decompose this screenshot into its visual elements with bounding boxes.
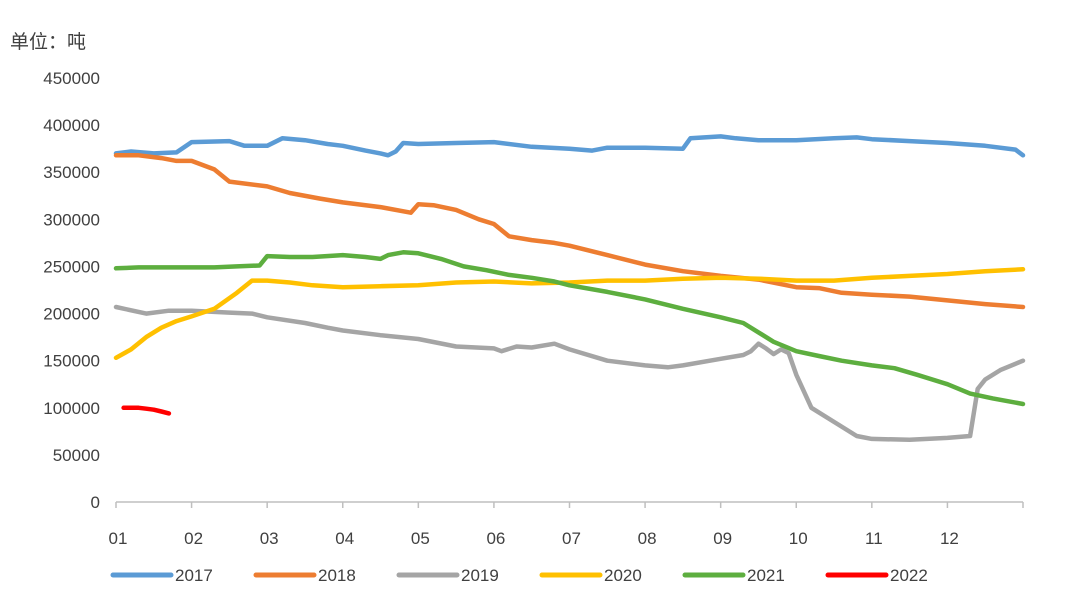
legend-label: 2022 bbox=[890, 566, 928, 585]
x-axis-tick-labels: 01 02 03 04 05 06 07 08 09 10 11 12 bbox=[109, 529, 959, 548]
x-tick-label: 10 bbox=[789, 529, 808, 548]
x-tick-label: 02 bbox=[184, 529, 203, 548]
series-lines bbox=[113, 134, 1026, 443]
legend: 2017 2018 2019 2020 2021 2022 bbox=[110, 566, 928, 585]
y-axis-tick-labels: 0 50000 100000 150000 200000 250000 300000 3500… bbox=[43, 69, 100, 512]
series-line-2018 bbox=[113, 153, 1026, 310]
legend-item-2021: 2021 bbox=[682, 566, 785, 585]
legend-item-2019: 2019 bbox=[396, 566, 499, 585]
y-tick-label: 100000 bbox=[43, 399, 100, 418]
legend-label: 2017 bbox=[175, 566, 213, 585]
x-tick-label: 04 bbox=[335, 529, 354, 548]
x-tick-label: 01 bbox=[109, 529, 128, 548]
y-tick-label: 300000 bbox=[43, 210, 100, 229]
series-line-2021 bbox=[113, 250, 1026, 407]
legend-item-2018: 2018 bbox=[253, 566, 356, 585]
y-tick-label: 250000 bbox=[43, 257, 100, 276]
x-tick-label: 03 bbox=[260, 529, 279, 548]
x-tick-label: 06 bbox=[486, 529, 505, 548]
legend-label: 2021 bbox=[747, 566, 785, 585]
y-tick-label: 400000 bbox=[43, 116, 100, 135]
legend-item-2017: 2017 bbox=[110, 566, 213, 585]
x-tick-label: 08 bbox=[638, 529, 657, 548]
series-line-2022 bbox=[121, 405, 172, 416]
legend-label: 2018 bbox=[318, 566, 356, 585]
series-line-2020 bbox=[113, 267, 1026, 361]
x-tick-label: 12 bbox=[940, 529, 959, 548]
legend-item-2022: 2022 bbox=[825, 566, 928, 585]
legend-item-2020: 2020 bbox=[539, 566, 642, 585]
y-tick-label: 200000 bbox=[43, 305, 100, 324]
series-line-2017 bbox=[113, 134, 1026, 158]
x-tick-label: 05 bbox=[411, 529, 430, 548]
series-line-2019 bbox=[113, 304, 1026, 443]
y-tick-label: 150000 bbox=[43, 352, 100, 371]
x-tick-label: 07 bbox=[562, 529, 581, 548]
y-tick-label: 50000 bbox=[53, 446, 100, 465]
x-axis-tick-marks bbox=[115, 502, 1024, 508]
y-tick-label: 450000 bbox=[43, 69, 100, 88]
x-tick-label: 11 bbox=[865, 529, 883, 548]
y-tick-label: 0 bbox=[91, 493, 100, 512]
legend-label: 2020 bbox=[604, 566, 642, 585]
y-tick-label: 350000 bbox=[43, 163, 100, 182]
unit-label: 单位：吨 bbox=[10, 31, 86, 53]
legend-label: 2019 bbox=[461, 566, 499, 585]
x-tick-label: 09 bbox=[713, 529, 732, 548]
